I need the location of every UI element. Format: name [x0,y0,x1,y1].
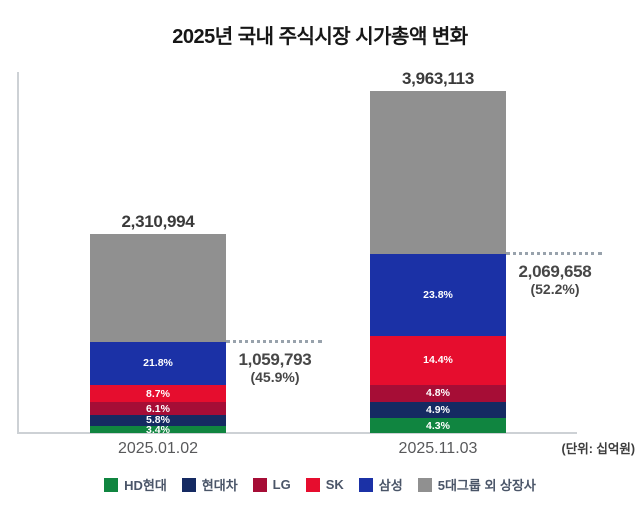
legend-item-3: LG [252,477,291,492]
legend-swatch [417,477,432,492]
annotation-share: (52.2%) [530,281,580,298]
x-axis-line [17,432,577,434]
legend-label: SK [325,477,344,492]
bar-total-label: 3,963,113 [402,69,474,88]
bar-segment-4 [90,385,226,403]
legend-label: 삼성 [378,478,403,493]
annotation-share: (45.9%) [250,368,300,385]
bar-segment-5 [370,254,506,336]
bar-segment-4 [370,335,506,386]
bar-segment-2 [90,414,226,427]
bar-segment-3 [370,385,506,402]
x-axis-label: 2025.11.03 [398,440,478,457]
annotation-value: 1,059,793 [238,349,312,369]
legend: HD현대 현대차 LG SK 삼성 5대그룹 외 상장사 [0,475,640,494]
legend-item-4: SK [305,477,344,492]
legend-label: LG [272,477,291,492]
x-axis-label: 2025.01.02 [117,440,199,457]
legend-label: 현대차 [201,478,238,493]
legend-swatch [181,477,196,492]
y-axis-line [17,72,19,433]
legend-swatch [305,477,320,492]
bar-segment-2 [370,401,506,419]
bar-segment-3 [90,402,226,415]
legend-item-2: 현대차 [181,475,238,494]
segment-pct-label: 23.8% [423,289,453,302]
bar-segment-1 [90,426,226,433]
unit-note: (단위: 십억원) [561,442,635,456]
bar-segment-1 [370,418,506,433]
legend-swatch [252,477,267,492]
segment-pct-label: 3.4% [146,423,170,436]
bar-segment-6 [90,233,226,342]
bar-total-label: 2,310,994 [121,211,195,231]
legend-item-6: 5대그룹 외 상장사 [417,475,536,494]
bar-segment-6 [370,91,506,255]
top5-annotation: 2,069,658 (52.2%) [506,262,604,298]
legend-swatch [104,477,119,492]
segment-pct-label: 5.8% [146,414,170,427]
segment-pct-label: 4.3% [426,419,450,432]
bar-segment-5 [90,341,226,386]
legend-swatch [358,477,373,492]
annotation-value: 2,069,658 [518,262,592,282]
legend-label: HD현대 [124,478,167,493]
segment-pct-label: 4.9% [426,403,450,416]
top5-annotation: 1,059,793 (45.9%) [226,350,324,386]
chart-title: 2025년 국내 주식시장 시가총액 변화 [172,26,468,48]
segment-pct-label: 21.8% [143,357,173,370]
legend-item-1: HD현대 [104,475,167,494]
segment-pct-label: 8.7% [146,387,170,400]
segment-pct-label: 6.1% [146,402,170,415]
top5-dotted-line [226,339,322,343]
segment-pct-label: 4.8% [426,387,450,400]
legend-label: 5대그룹 외 상장사 [437,478,536,493]
legend-item-5: 삼성 [358,475,403,494]
top5-dotted-line [506,252,602,256]
segment-pct-label: 14.4% [423,354,453,367]
